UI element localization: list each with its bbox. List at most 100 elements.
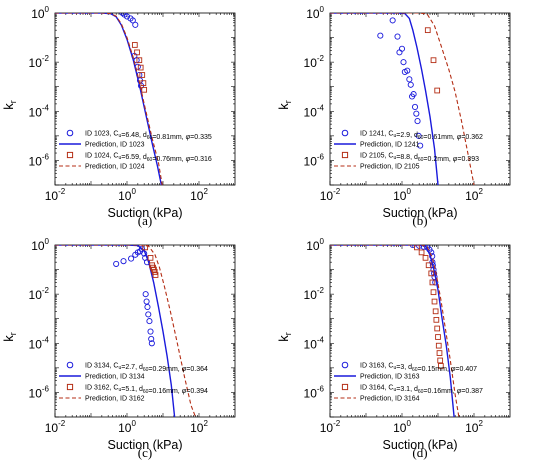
data-point: [131, 42, 138, 48]
data-point: [398, 45, 406, 52]
legend-entry: Prediction, ID 3163: [360, 374, 420, 381]
legend-entry: ID 3134, Cu=2.7, d60=0.29mm, φ=0.364: [85, 363, 208, 373]
y-tick-label: 100: [306, 237, 324, 253]
data-point: [113, 260, 120, 267]
y-tick-label: 10-2: [304, 54, 325, 70]
y-axis-label: kr: [1, 332, 18, 342]
legend-entry: ID 3163, Cu=3, d60=0.15mm, φ=0.407: [360, 363, 477, 373]
data-point: [141, 86, 148, 93]
data-point: [410, 91, 417, 98]
y-tick-label: 10-2: [304, 286, 325, 302]
legend: ID 1023, Cu=6.48, d60=0.81mm, φ=0.335Pre…: [59, 129, 212, 171]
data-point: [140, 80, 147, 86]
data-point: [394, 33, 401, 40]
data-point: [430, 57, 437, 64]
x-axis-label: Suction (kPa): [382, 206, 457, 220]
x-tick-label: 102: [465, 419, 483, 435]
data-point: [132, 21, 139, 28]
data-point: [148, 335, 155, 343]
data-point: [414, 245, 420, 251]
legend-marker: [66, 129, 74, 137]
data-point: [404, 67, 411, 74]
axis-ticks: [329, 245, 510, 418]
data-point: [143, 298, 150, 305]
panel-1: 10-2 100 102 100 10-2 10-4 10-6 Suction (kPa) kr…: [1, 5, 236, 228]
legend-entry: Prediction, ID 3164: [360, 396, 420, 403]
x-tick-label: 10-2: [45, 419, 66, 435]
y-tick-label: 10-6: [304, 384, 325, 400]
data-point: [142, 291, 149, 298]
data-point: [148, 340, 155, 347]
data-point: [435, 342, 442, 349]
data-point: [139, 72, 146, 78]
legend-entry: Prediction, ID 1241: [360, 142, 420, 149]
data-point: [436, 350, 443, 356]
y-tick-label: 100: [31, 237, 49, 253]
data-point: [128, 255, 135, 262]
legend-marker: [341, 151, 349, 159]
legend: ID 1241, Cu=2.9, d60=0.61mm, φ=0.362Pred…: [334, 129, 483, 171]
data-point: [150, 264, 156, 271]
legend-marker: [66, 383, 74, 391]
legend-marker: [66, 361, 74, 369]
legend-entry: ID 1023, Cu=6.48, d60=0.81mm, φ=0.335: [85, 131, 212, 141]
legend-entry: ID 1024, Cu=6.59, d60=0.76mm, φ=0.316: [85, 153, 212, 163]
y-axis-label: kr: [1, 100, 18, 110]
y-tick-label: 10-4: [304, 335, 325, 351]
y-tick-label: 10-2: [29, 286, 50, 302]
x-tick-label: 102: [190, 187, 208, 203]
data-point: [137, 64, 144, 71]
data-point: [433, 316, 440, 323]
x-tick-label: 100: [393, 419, 411, 435]
panel-caption: (c): [138, 445, 152, 460]
data-point: [437, 357, 444, 364]
data-point: [432, 279, 439, 286]
data-point: [147, 254, 154, 261]
data-point: [406, 76, 413, 83]
series-line-3: [330, 13, 475, 185]
data-point: [428, 270, 435, 277]
y-tick-label: 10-2: [29, 54, 50, 70]
data-point: [123, 13, 131, 20]
legend-marker: [341, 129, 349, 137]
data-point: [138, 245, 145, 252]
x-tick-label: 100: [393, 187, 411, 203]
data-point: [413, 110, 420, 117]
data-point: [120, 258, 127, 265]
legend-marker: [66, 151, 74, 159]
plot-area: [55, 245, 197, 417]
legend-entry: Prediction, ID 3162: [85, 396, 145, 403]
x-tick-label: 102: [190, 419, 208, 435]
data-point: [129, 17, 136, 24]
data-point: [146, 318, 153, 325]
plot-frame: [54, 12, 236, 186]
data-point: [418, 249, 425, 256]
legend: ID 3163, Cu=3, d60=0.15mm, φ=0.407Predic…: [334, 361, 483, 403]
data-point: [145, 311, 152, 318]
y-tick-label: 10-4: [304, 103, 325, 119]
x-tick-label: 10-2: [320, 187, 341, 203]
data-point: [152, 272, 159, 278]
y-tick-label: 10-6: [29, 152, 50, 168]
panel-caption: (b): [412, 213, 427, 228]
data-point: [424, 27, 431, 34]
axis-ticks: [329, 13, 510, 186]
data-point: [151, 269, 158, 275]
x-axis-label: Suction (kPa): [107, 438, 182, 452]
data-point: [147, 328, 154, 335]
legend-entry: ID 1241, Cu=2.9, d60=0.61mm, φ=0.362: [360, 131, 483, 141]
legend-marker: [341, 361, 349, 369]
x-tick-label: 10-2: [320, 419, 341, 435]
y-tick-label: 10-6: [304, 152, 325, 168]
series-line-3: [330, 245, 460, 417]
legend-entry: ID 2105, Cu=8.8, d60=0.2mm, φ=0.393: [360, 153, 479, 163]
data-point: [434, 87, 441, 94]
series-line-3: [55, 245, 197, 417]
x-tick-label: 100: [118, 187, 136, 203]
data-point: [430, 289, 437, 296]
plot-area: [55, 13, 163, 185]
data-point: [429, 279, 436, 286]
legend-entry: Prediction, ID 3134: [85, 374, 145, 381]
data-point: [411, 103, 419, 111]
data-point: [396, 49, 403, 56]
